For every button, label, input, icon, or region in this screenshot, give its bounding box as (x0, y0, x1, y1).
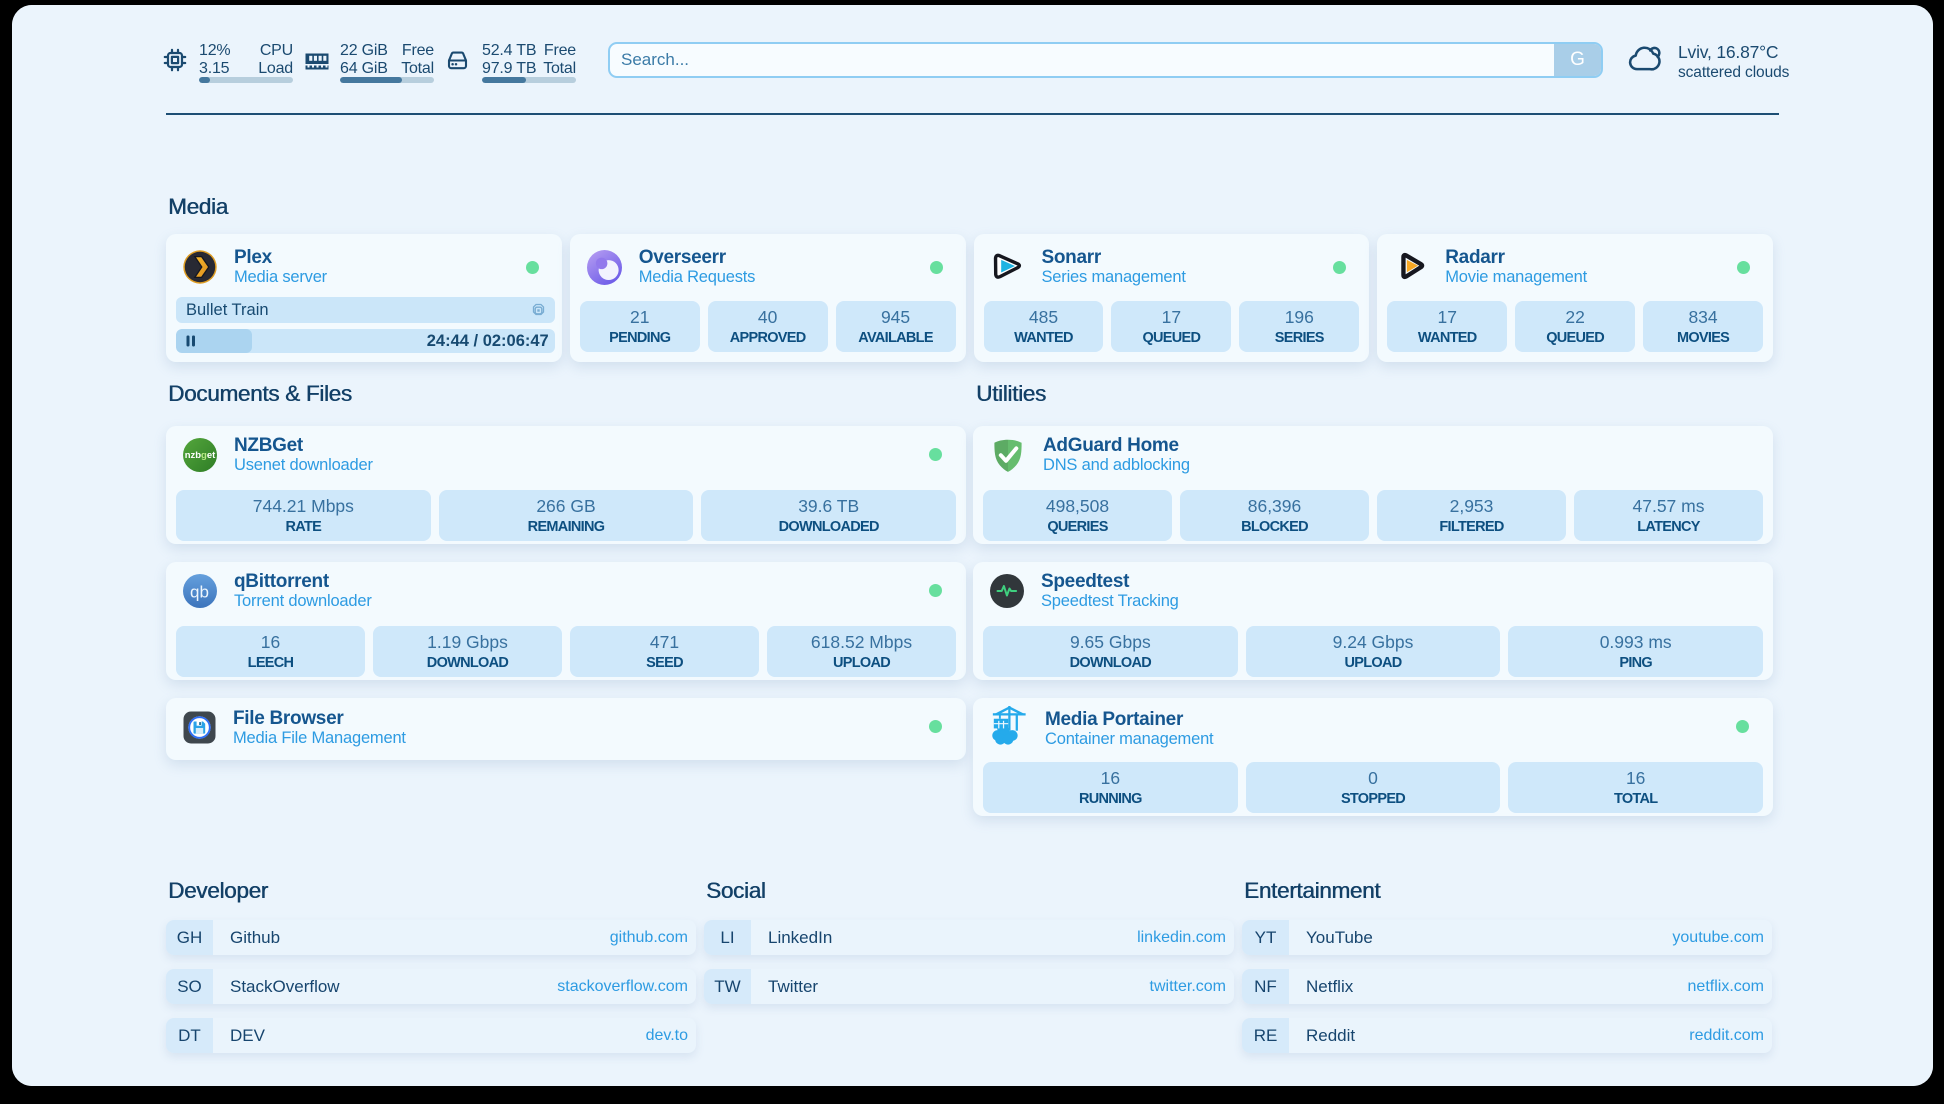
svg-text:qb: qb (190, 583, 209, 602)
svg-text:nzbget: nzbget (185, 450, 216, 461)
